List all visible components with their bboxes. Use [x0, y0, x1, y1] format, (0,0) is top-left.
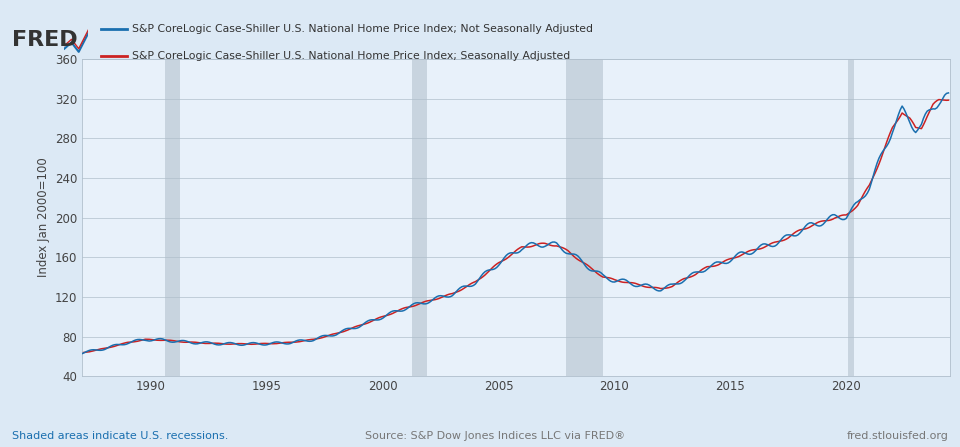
Text: fred.stlouisfed.org: fred.stlouisfed.org [847, 431, 948, 441]
Bar [848, 59, 853, 376]
Text: S&P CoreLogic Case-Shiller U.S. National Home Price Index; Not Seasonally Adjust: S&P CoreLogic Case-Shiller U.S. National… [132, 24, 592, 34]
Y-axis label: Index Jan 2000=100: Index Jan 2000=100 [36, 158, 50, 278]
Bar [164, 59, 180, 376]
Bar [412, 59, 427, 376]
Text: S&P CoreLogic Case-Shiller U.S. National Home Price Index; Seasonally Adjusted: S&P CoreLogic Case-Shiller U.S. National… [132, 51, 570, 61]
Text: Shaded areas indicate U.S. recessions.: Shaded areas indicate U.S. recessions. [12, 431, 228, 441]
Text: Source: S&P Dow Jones Indices LLC via FRED®: Source: S&P Dow Jones Indices LLC via FR… [365, 431, 625, 441]
Bar [566, 59, 603, 376]
Text: FRED: FRED [12, 30, 77, 50]
